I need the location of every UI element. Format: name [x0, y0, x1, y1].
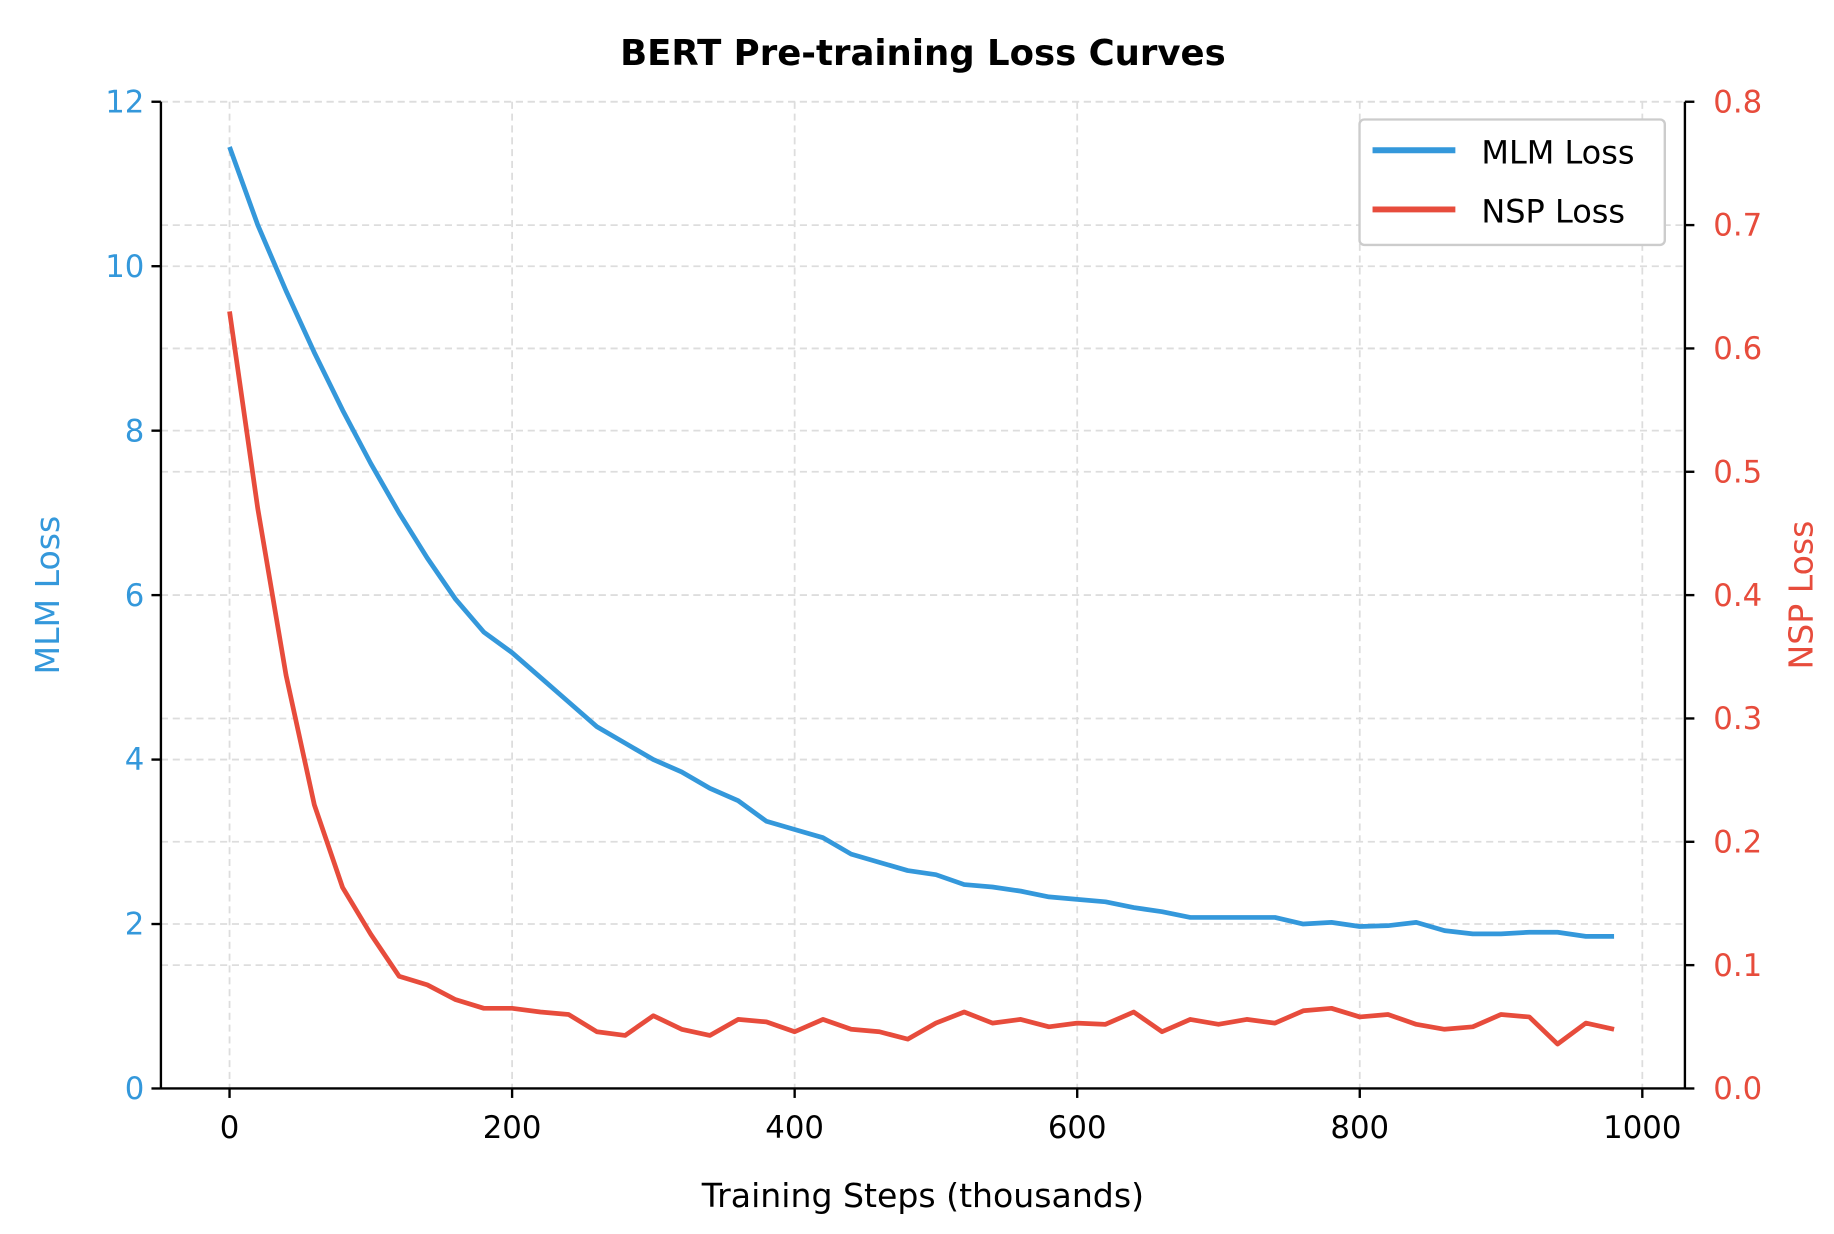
x-axis-label: Training Steps (thousands): [701, 1176, 1144, 1215]
y-tick-label-right: 0.3: [1713, 701, 1762, 737]
x-tick-label: 800: [1330, 1110, 1389, 1146]
x-tick-label: 200: [483, 1110, 542, 1146]
y-tick-label-right: 0.0: [1713, 1071, 1762, 1107]
x-tick-label: 0: [220, 1110, 240, 1146]
y-tick-label-left: 4: [125, 742, 145, 778]
legend: MLM Loss NSP Loss: [1358, 118, 1666, 247]
nsp-loss-line: [227, 311, 1615, 1047]
x-tick-label: 600: [1048, 1110, 1107, 1146]
x-tick-label: 400: [765, 1110, 824, 1146]
y-tick-label-right: 0.6: [1713, 331, 1762, 367]
y-tick-label-right: 0.5: [1713, 454, 1762, 490]
legend-label-mlm: MLM Loss: [1481, 133, 1634, 171]
y-tick-label-right: 0.1: [1713, 948, 1762, 984]
y-tick-label-right: 0.7: [1713, 208, 1762, 244]
x-tick-label: 1000: [1603, 1110, 1681, 1146]
y-tick-label-right: 0.2: [1713, 824, 1762, 860]
chart-title: BERT Pre-training Loss Curves: [620, 33, 1226, 74]
y-tick-label-left: 8: [125, 413, 145, 449]
grid: [160, 100, 1685, 1090]
y-tick-label-right: 0.4: [1713, 578, 1762, 614]
y-tick-label-left: 6: [125, 578, 145, 614]
y-tick-label-left: 0: [125, 1071, 145, 1107]
legend-label-nsp: NSP Loss: [1481, 192, 1625, 230]
y-tick-label-left: 10: [105, 249, 144, 285]
axes: 0 200 400 600 800 1000 0 2 4 6 8 10 12 0.0 0.1 0.2 0.3 0.…: [105, 84, 1762, 1146]
y-axis-label-left: MLM Loss: [28, 516, 67, 675]
y-tick-label-left: 2: [125, 907, 145, 943]
y-tick-label-left: 12: [105, 84, 144, 120]
y-tick-label-right: 0.8: [1713, 84, 1762, 120]
series-lines: [227, 146, 1615, 1047]
mlm-loss-line: [227, 146, 1615, 939]
y-axis-label-right: NSP Loss: [1782, 521, 1821, 670]
